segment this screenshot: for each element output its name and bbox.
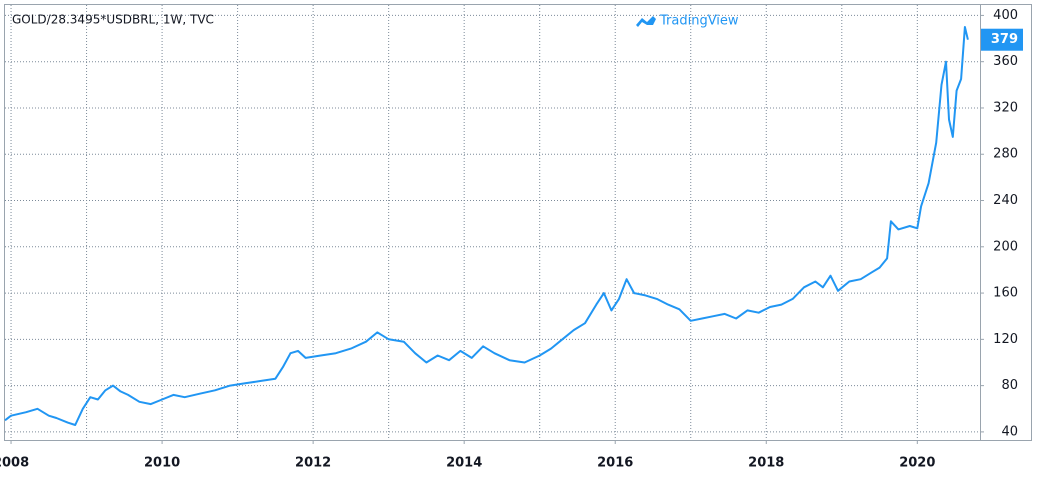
- last-price-box: [981, 28, 1023, 51]
- y-tick-label: 320: [993, 100, 1018, 115]
- chart-title: GOLD/28.3495*USDBRL, 1W, TVC: [12, 13, 214, 27]
- price-line: [4, 26, 969, 426]
- y-tick-label: 400: [993, 8, 1018, 23]
- chart-frame: [4, 4, 1032, 441]
- brand-logo: [636, 16, 656, 27]
- x-tick-label: 2014: [446, 456, 482, 471]
- y-tick-label: 280: [993, 147, 1018, 162]
- y-tick-label: 200: [993, 239, 1018, 254]
- grid: [5, 5, 980, 440]
- y-tick-label: 360: [993, 54, 1018, 69]
- x-tick-label: 2018: [748, 456, 784, 471]
- x-tick-label: 2010: [144, 456, 180, 471]
- x-tick-label: 2020: [899, 456, 935, 471]
- y-tick-label: 80: [1001, 378, 1018, 393]
- y-tick-label: 40: [1001, 424, 1018, 439]
- x-tick-label: 2008: [0, 456, 29, 471]
- y-tick-label: 160: [993, 286, 1018, 301]
- last-price-label: 379: [991, 32, 1018, 47]
- brand-name: TradingView: [659, 14, 739, 29]
- y-tick-label: 240: [993, 193, 1018, 208]
- x-tick-label: 2016: [597, 456, 633, 471]
- x-tick-label: 2012: [295, 456, 331, 471]
- y-tick-label: 120: [993, 332, 1018, 347]
